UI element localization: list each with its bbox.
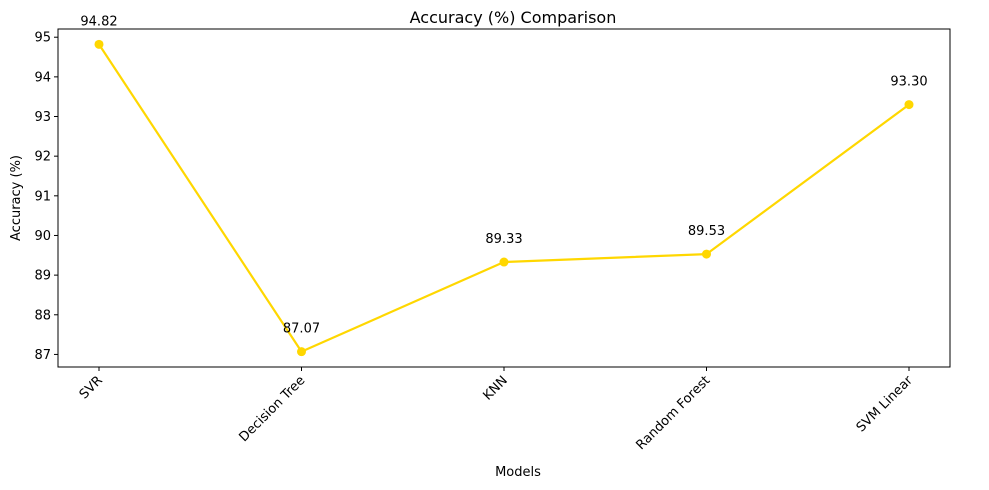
chart-title: Accuracy (%) Comparison xyxy=(410,8,617,27)
y-tick-label: 88 xyxy=(34,308,51,323)
y-tick-label: 90 xyxy=(34,229,51,244)
x-axis-label: Models xyxy=(495,465,541,480)
y-tick-label: 92 xyxy=(34,150,51,165)
data-label: 93.30 xyxy=(890,75,927,90)
data-point xyxy=(702,249,711,259)
x-tick-label: SVM Linear xyxy=(854,373,917,436)
x-tick-label: Random Forest xyxy=(634,373,714,453)
y-axis: 87 88 89 90 91 92 93 94 95 xyxy=(34,31,58,363)
data-label: 89.53 xyxy=(688,224,725,239)
series-line xyxy=(97,43,911,353)
y-tick-label: 89 xyxy=(34,269,51,284)
y-axis-label: Accuracy (%) xyxy=(9,155,24,241)
axes-frame xyxy=(57,28,951,368)
x-tick-label: KNN xyxy=(480,373,510,403)
data-label: 89.33 xyxy=(485,232,522,247)
y-tick-label: 95 xyxy=(34,31,51,46)
data-point xyxy=(499,257,509,267)
y-tick-label: 93 xyxy=(34,110,51,125)
y-tick-label: 87 xyxy=(34,348,51,363)
y-tick-label: 91 xyxy=(34,189,51,204)
series-layer: 94.82 87.07 89.33 89.53 93.30 xyxy=(80,14,928,357)
data-point xyxy=(94,39,104,49)
x-axis: SVR Decision Tree KNN Random Forest SVM Line… xyxy=(77,367,917,453)
y-tick-label: 94 xyxy=(34,70,51,85)
x-tick-label: SVR xyxy=(77,373,106,402)
x-tick-label: Decision Tree xyxy=(237,373,309,445)
data-point xyxy=(297,347,306,357)
data-point xyxy=(904,100,914,110)
data-label: 94.82 xyxy=(80,14,117,29)
plot-area: 87 88 89 90 91 92 93 94 95 SVR Decision Tree KNN Ra… xyxy=(34,14,951,453)
data-label: 87.07 xyxy=(283,322,320,337)
